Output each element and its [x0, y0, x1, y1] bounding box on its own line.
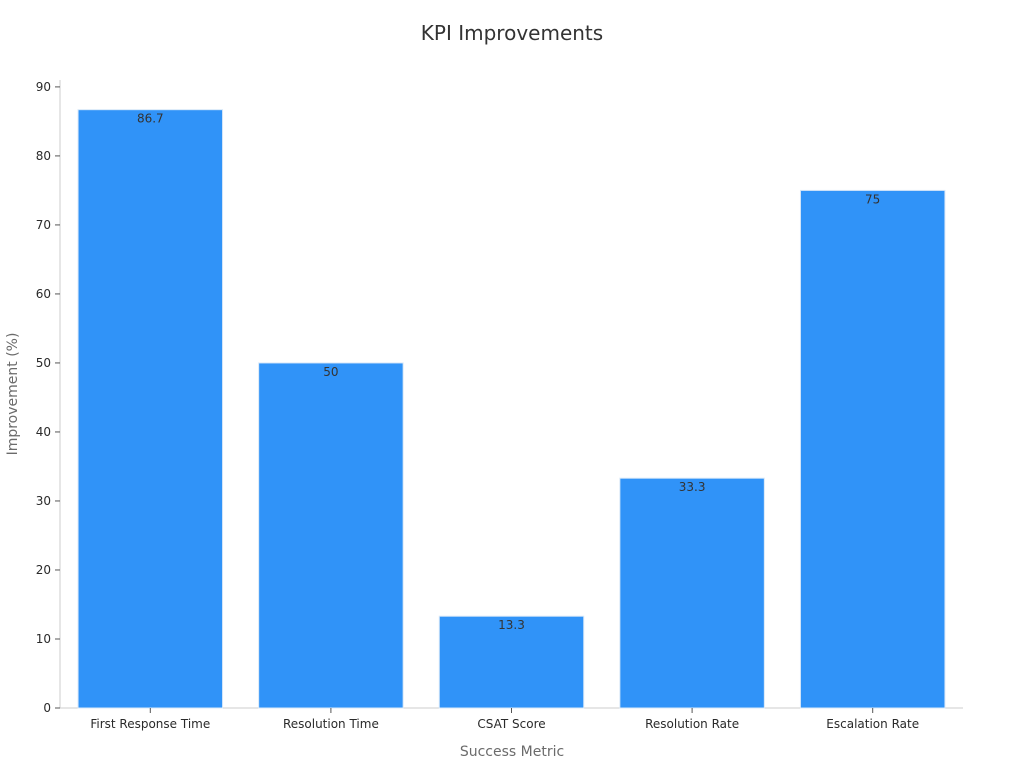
data-label: 75 — [865, 192, 880, 206]
x-tick-label: First Response Time — [90, 717, 210, 731]
bar — [619, 477, 765, 709]
x-tick-label: Escalation Rate — [826, 717, 919, 731]
y-tick-label: 90 — [36, 80, 51, 94]
y-tick-label: 10 — [36, 632, 51, 646]
x-axis-label: Success Metric — [460, 744, 564, 760]
x-tick-label: Resolution Time — [283, 717, 379, 731]
y-tick-label: 50 — [36, 356, 51, 370]
bar — [258, 362, 404, 709]
data-label: 13.3 — [498, 618, 525, 632]
y-axis-label: Improvement (%) — [5, 333, 21, 456]
y-tick-label: 80 — [36, 149, 51, 163]
plot-area: 0 10 20 30 40 50 60 70 80 90 86.7 First Response Ti… — [36, 80, 963, 731]
data-label: 33.3 — [679, 480, 706, 494]
data-label: 50 — [323, 365, 338, 379]
y-tick-label: 40 — [36, 425, 51, 439]
x-tick-label: CSAT Score — [477, 717, 545, 731]
bar — [438, 615, 585, 709]
bar — [77, 109, 224, 709]
bar — [799, 189, 946, 709]
y-tick-label: 20 — [36, 563, 51, 577]
x-tick-label: Resolution Rate — [645, 717, 739, 731]
data-label: 86.7 — [137, 112, 164, 126]
chart-title: KPI Improvements — [421, 21, 603, 45]
y-tick-label: 70 — [36, 218, 51, 232]
y-tick-label: 60 — [36, 287, 51, 301]
y-tick-label: 0 — [43, 701, 51, 715]
y-tick-label: 30 — [36, 494, 51, 508]
